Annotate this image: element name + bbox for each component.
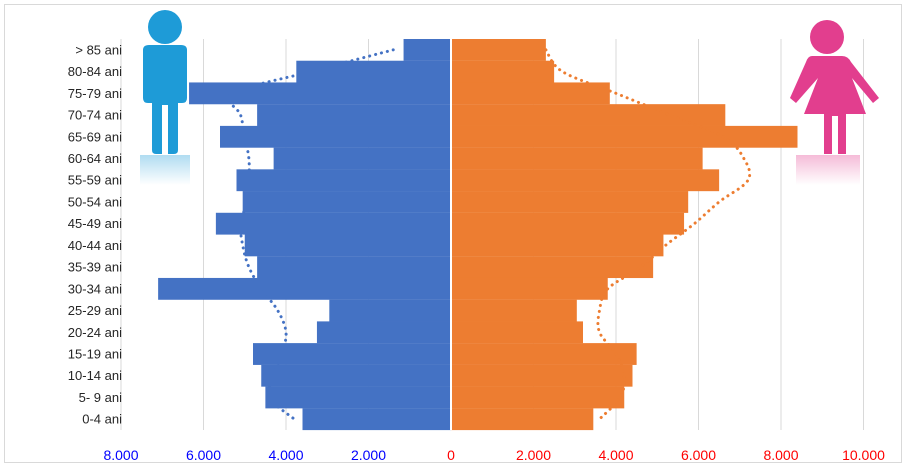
x-tick-label-left: 4.000 (268, 447, 303, 463)
female-bar (451, 60, 555, 83)
x-tick-label-left: 2.000 (351, 447, 386, 463)
female-figure-icon (790, 20, 879, 185)
female-bar (451, 408, 594, 431)
female-bar (451, 147, 703, 170)
x-tick-label-right: 0 (447, 447, 455, 463)
male-bar (316, 321, 451, 344)
female-bar (451, 364, 633, 387)
axis-labels: > 85 ani 80-84 ani 75-79 ani 70-74 ani 65-69… (68, 42, 885, 463)
age-group-label: 80-84 ani (68, 64, 122, 79)
age-group-label: 20-24 ani (68, 325, 122, 340)
male-bar (257, 104, 451, 126)
age-group-label: 45-49 ani (68, 216, 122, 231)
age-group-label: > 85 ani (75, 42, 122, 57)
x-tick-label-left: 6.000 (186, 447, 221, 463)
female-bar (451, 125, 798, 148)
age-group-label: 65-69 ani (68, 129, 122, 144)
female-bar (451, 104, 726, 126)
male-trend-line (227, 48, 395, 421)
male-bar (273, 147, 451, 170)
female-bar (451, 277, 608, 300)
male-bar (242, 191, 451, 213)
x-tick-label-right: 4.000 (598, 447, 633, 463)
male-bar (261, 364, 451, 387)
age-group-label: 70-74 ani (68, 108, 122, 123)
age-group-label: 40-44 ani (68, 238, 122, 253)
male-bar (257, 256, 451, 279)
age-group-label: 55-59 ani (68, 173, 122, 188)
x-tick-label-right: 6.000 (681, 447, 716, 463)
male-bar (189, 82, 451, 105)
female-bar (451, 212, 685, 235)
age-group-label: 15-19 ani (68, 346, 122, 361)
age-group-label: 0-4 ani (82, 412, 122, 427)
age-group-label: 60-64 ani (68, 151, 122, 166)
female-bar (451, 169, 720, 192)
bars (158, 39, 798, 431)
age-group-label: 25-29 ani (68, 303, 122, 318)
age-group-label: 5- 9 ani (79, 390, 122, 405)
age-group-label: 30-34 ani (68, 281, 122, 296)
male-bar (265, 386, 451, 409)
female-bar (451, 234, 664, 257)
age-group-label: 50-54 ani (68, 194, 122, 209)
male-bar (329, 299, 451, 322)
age-group-label: 35-39 ani (68, 260, 122, 275)
male-bar (296, 60, 451, 83)
x-tick-label-left: 8.000 (103, 447, 138, 463)
female-bar (451, 386, 625, 409)
male-bar (220, 125, 451, 148)
female-bar (451, 299, 577, 322)
female-bar (451, 343, 637, 365)
female-bar (451, 256, 654, 279)
female-bar (451, 321, 583, 344)
female-bar (451, 82, 610, 105)
male-bar (253, 343, 451, 365)
x-tick-label-right: 2.000 (516, 447, 551, 463)
trend-lines (227, 48, 752, 421)
female-bar (451, 191, 689, 213)
male-bar (236, 169, 451, 192)
male-bar (403, 39, 451, 61)
chart-frame (4, 4, 902, 463)
male-bar (302, 408, 451, 431)
male-bar (215, 212, 451, 235)
female-trend-line (544, 48, 752, 421)
male-bar (244, 234, 451, 257)
age-group-label: 10-14 ani (68, 368, 122, 383)
male-figure-icon (140, 10, 190, 185)
male-bar (158, 277, 451, 300)
age-group-label: 75-79 ani (68, 86, 122, 101)
x-tick-label-right: 10.000 (842, 447, 885, 463)
x-tick-label-right: 8.000 (763, 447, 798, 463)
female-bar (451, 39, 546, 61)
